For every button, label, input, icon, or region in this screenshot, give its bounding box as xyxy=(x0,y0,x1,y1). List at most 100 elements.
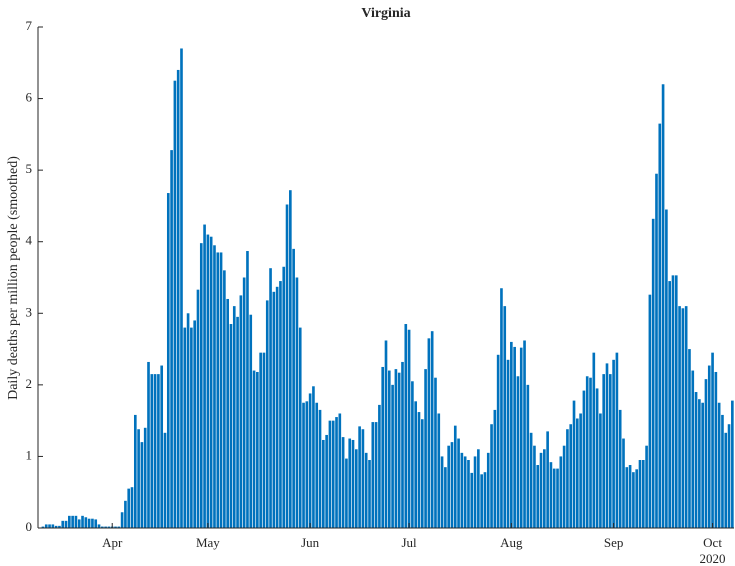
bar xyxy=(186,313,190,528)
bar xyxy=(529,432,533,528)
bar xyxy=(681,308,685,528)
bar xyxy=(444,467,447,528)
bar xyxy=(157,374,160,528)
bar xyxy=(500,288,503,528)
bar xyxy=(727,424,731,528)
bar xyxy=(707,365,711,528)
y-tick-label: 3 xyxy=(26,304,33,319)
bar xyxy=(246,251,249,529)
bar xyxy=(81,515,84,528)
bar xyxy=(651,218,655,528)
y-tick-label: 4 xyxy=(26,233,33,248)
bar xyxy=(137,429,140,528)
bar xyxy=(153,374,157,528)
bar xyxy=(289,190,292,528)
bar xyxy=(163,432,167,528)
bar xyxy=(397,372,401,528)
bar xyxy=(374,422,378,528)
bar xyxy=(61,520,65,528)
bar xyxy=(678,306,681,528)
bar xyxy=(463,456,467,528)
bar xyxy=(510,341,513,528)
bar xyxy=(453,425,457,528)
bar xyxy=(87,518,91,528)
bar xyxy=(74,515,78,528)
bar xyxy=(101,526,104,528)
bar xyxy=(338,413,342,528)
bar xyxy=(625,467,629,528)
chart-title: Virginia xyxy=(361,6,410,21)
bar xyxy=(546,431,549,528)
bar xyxy=(308,393,312,528)
bar xyxy=(193,320,197,528)
x-tick-label: Sep xyxy=(604,535,624,550)
bar xyxy=(556,468,559,528)
bar xyxy=(170,150,173,529)
bar xyxy=(124,500,127,528)
bar xyxy=(190,327,193,528)
bar xyxy=(199,243,203,528)
bar xyxy=(364,452,368,528)
bar xyxy=(84,517,88,528)
bar xyxy=(414,401,418,528)
bar xyxy=(582,390,586,528)
bar xyxy=(351,439,355,528)
bar xyxy=(420,419,424,528)
bar xyxy=(107,526,111,528)
bar xyxy=(691,370,695,528)
bar xyxy=(592,352,596,528)
bar xyxy=(483,472,487,528)
bar xyxy=(130,487,134,528)
bar xyxy=(711,352,714,528)
bar xyxy=(318,409,322,528)
bar xyxy=(331,420,335,528)
bar xyxy=(526,384,530,528)
bar xyxy=(645,445,648,528)
bar xyxy=(203,224,206,528)
bar xyxy=(180,48,183,528)
bar xyxy=(229,324,233,528)
bar xyxy=(305,401,309,528)
bar xyxy=(348,438,352,528)
bar xyxy=(345,458,348,528)
bar xyxy=(226,298,229,528)
bar xyxy=(552,468,556,528)
bar xyxy=(51,524,55,528)
bar xyxy=(328,420,332,528)
bar xyxy=(589,377,592,528)
bar xyxy=(183,327,187,528)
bar xyxy=(704,379,708,528)
bar xyxy=(404,324,408,528)
bar xyxy=(698,399,701,528)
bar xyxy=(618,409,622,528)
bar xyxy=(688,349,691,528)
bar xyxy=(282,266,286,528)
bar xyxy=(275,286,279,528)
bar xyxy=(77,519,81,528)
bar xyxy=(64,520,68,528)
bar xyxy=(407,329,411,528)
bar xyxy=(140,442,144,528)
bar xyxy=(354,449,358,528)
x-tick-label: Jul xyxy=(402,535,418,550)
bar xyxy=(68,515,71,528)
bar xyxy=(249,314,253,528)
bar xyxy=(427,338,431,528)
bar xyxy=(701,402,704,528)
x-tick-label: Jun xyxy=(301,535,320,550)
bar xyxy=(490,424,493,528)
bar xyxy=(219,252,223,528)
bar xyxy=(114,526,117,528)
bar xyxy=(127,488,131,528)
bar xyxy=(569,424,573,528)
bar xyxy=(285,204,289,529)
bar xyxy=(384,340,388,528)
bar xyxy=(638,460,642,528)
bar xyxy=(394,369,398,528)
bar xyxy=(566,429,569,528)
y-tick-label: 1 xyxy=(26,447,33,462)
bar xyxy=(480,474,483,528)
bar xyxy=(259,352,262,528)
bar xyxy=(279,281,282,528)
